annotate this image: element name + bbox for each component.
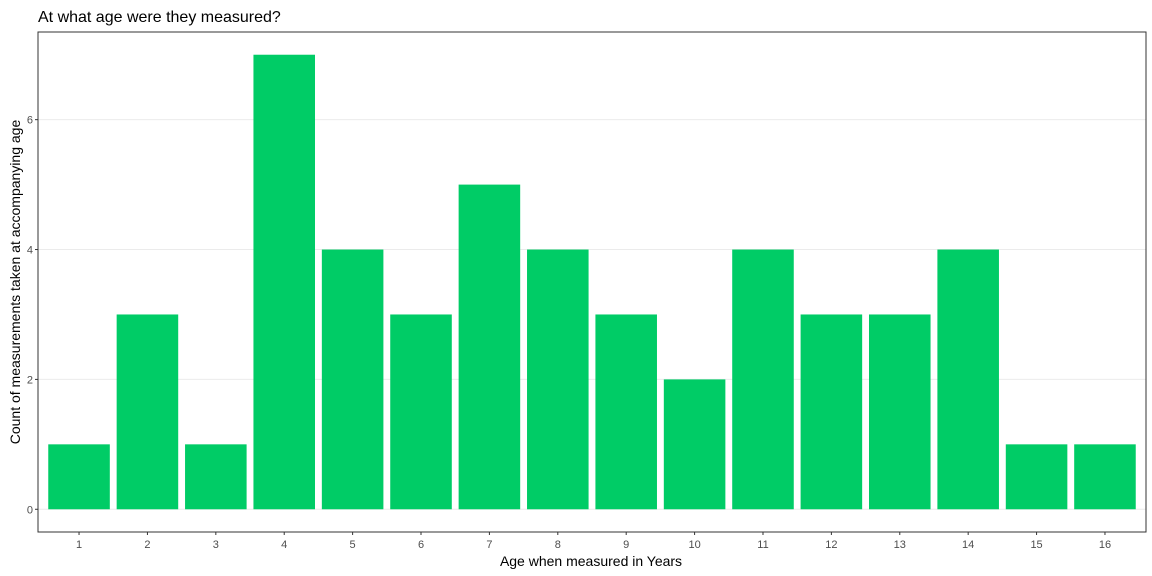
x-tick-label-13: 13: [894, 539, 906, 551]
bar-5: [321, 249, 384, 510]
x-tick-label-9: 9: [623, 539, 629, 551]
bar-9: [595, 314, 657, 510]
plot-panel-border: [37, 31, 1147, 533]
x-tick-label-5: 5: [350, 539, 356, 551]
y-tick-label-4: 4: [27, 245, 33, 257]
bar-2: [116, 314, 179, 510]
x-tick-label-4: 4: [281, 539, 287, 551]
x-tick-label-14: 14: [962, 539, 974, 551]
bar-6: [390, 314, 452, 510]
bar-1: [48, 444, 110, 510]
x-tick-label-10: 10: [688, 539, 700, 551]
chart-title: At what age were they measured?: [38, 9, 281, 26]
x-tick-label-2: 2: [144, 539, 150, 551]
bar-10: [663, 379, 726, 510]
bar-8: [527, 249, 589, 510]
x-tick-label-6: 6: [418, 539, 424, 551]
bar-3: [185, 444, 247, 510]
x-tick-label-3: 3: [213, 539, 219, 551]
x-tick-label-8: 8: [555, 539, 561, 551]
y-tick-label-6: 6: [27, 115, 33, 127]
x-tick-label-1: 1: [76, 539, 82, 551]
x-tick-label-15: 15: [1030, 539, 1042, 551]
bar-15: [1005, 444, 1068, 510]
bar-14: [937, 249, 999, 510]
x-tick-label-11: 11: [757, 539, 768, 551]
x-axis: 1 2 3 4 5 6 7 8 9 10 11 12 13 14 15 16: [76, 532, 1111, 551]
y-tick-label-0: 0: [27, 504, 33, 516]
x-tick-label-7: 7: [486, 539, 492, 551]
bar-11: [732, 249, 794, 510]
y-tick-label-2: 2: [27, 374, 33, 386]
x-tick-label-16: 16: [1099, 539, 1111, 551]
bar-4: [253, 54, 315, 510]
bar-12: [800, 314, 863, 510]
bar-13: [869, 314, 931, 510]
bars: [48, 54, 1136, 510]
bar-7: [458, 184, 521, 510]
y-axis-title: Count of measurements taken at accompany…: [7, 120, 23, 445]
x-tick-label-12: 12: [825, 539, 837, 551]
bar-16: [1074, 444, 1136, 510]
x-axis-title: Age when measured in Years: [500, 553, 682, 569]
y-axis: 0 2 4 6: [27, 115, 38, 516]
